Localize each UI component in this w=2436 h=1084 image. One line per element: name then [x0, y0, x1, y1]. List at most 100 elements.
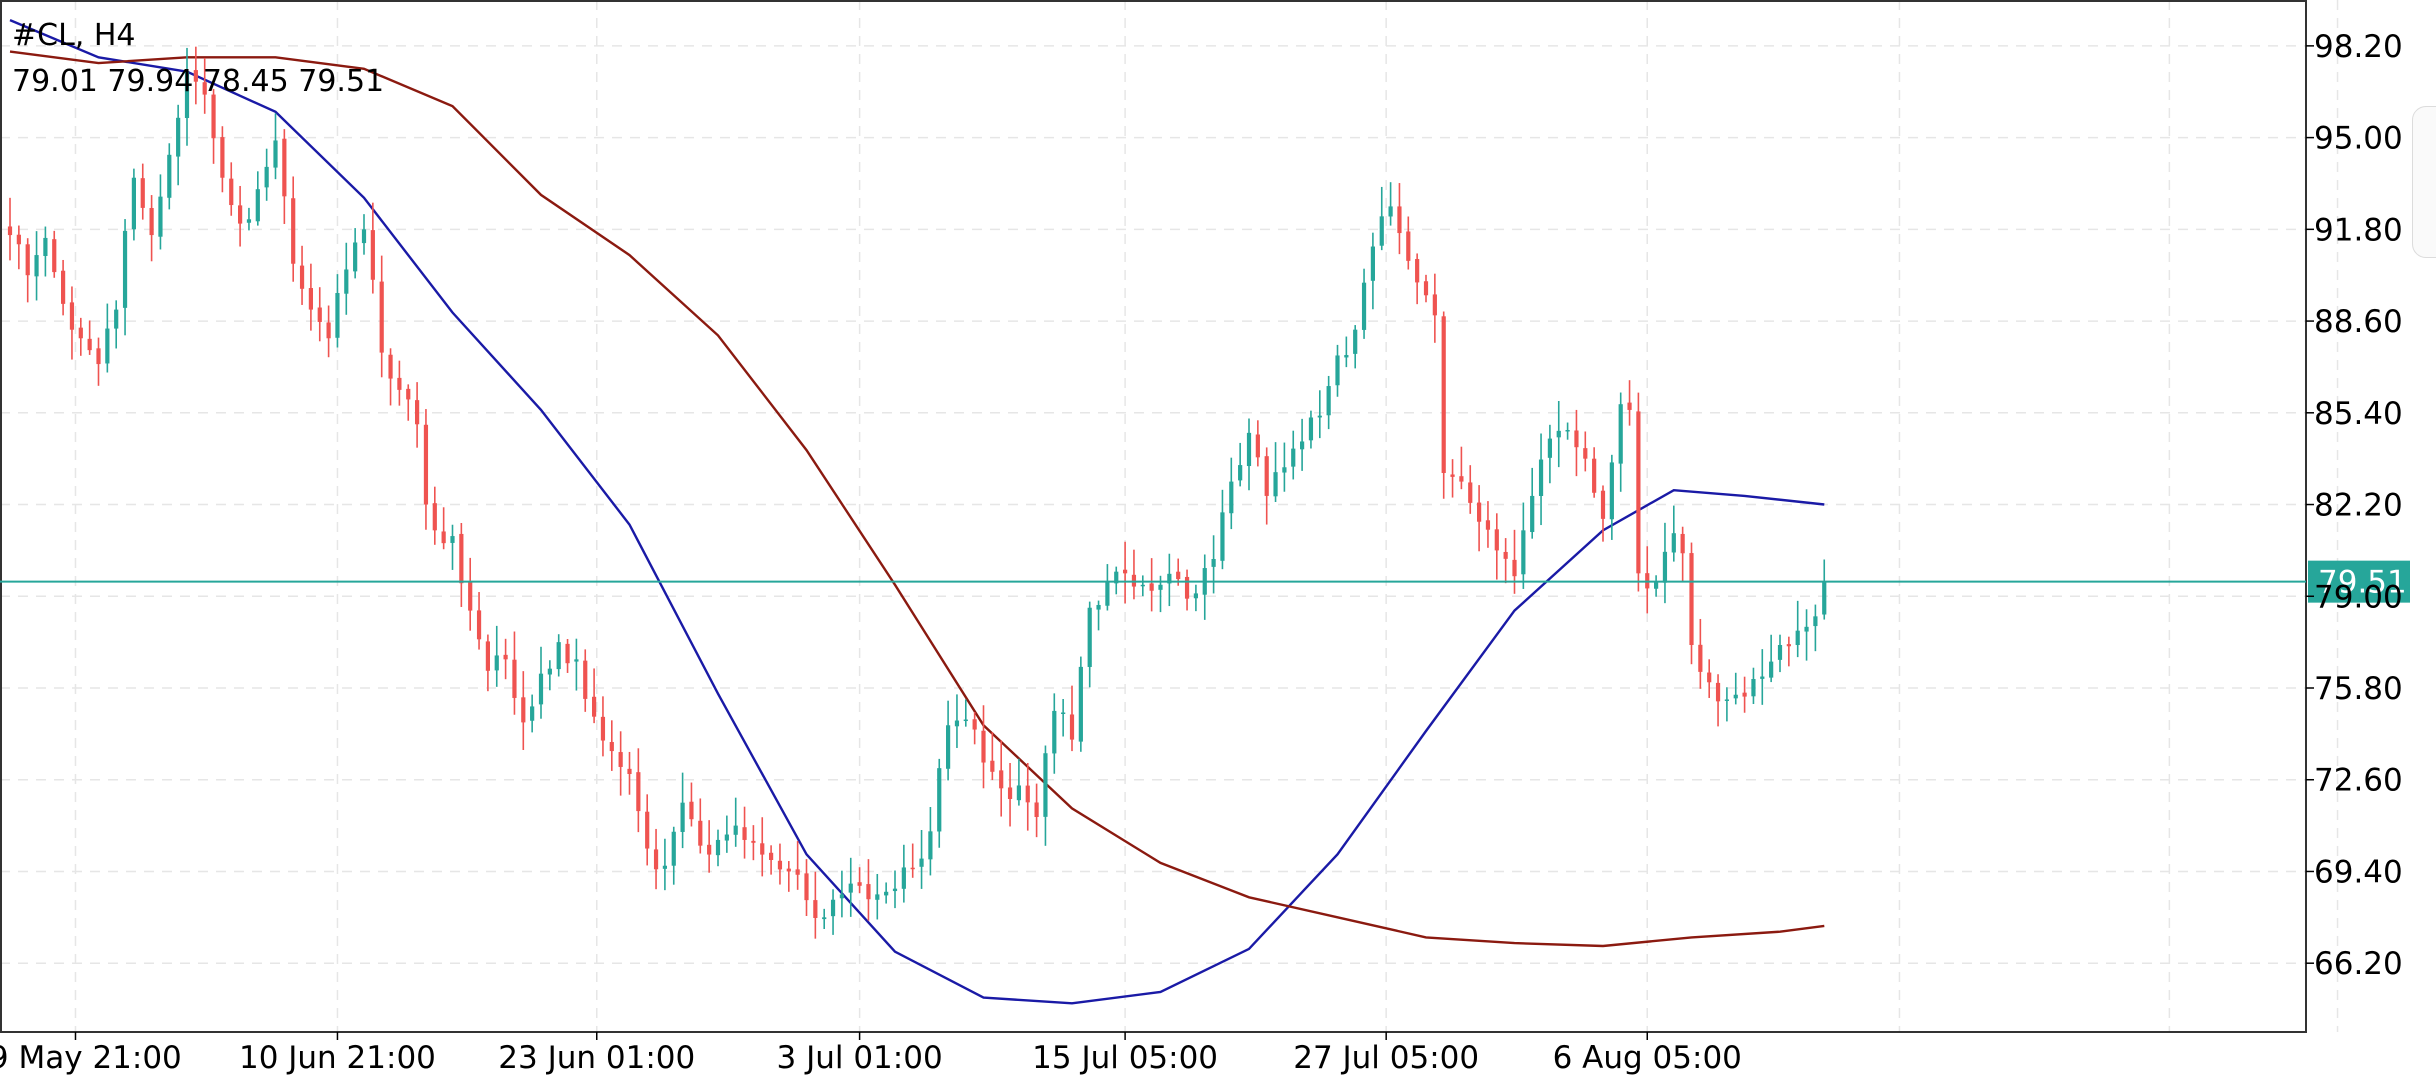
candle[interactable]	[176, 104, 181, 186]
candle[interactable]	[636, 748, 641, 833]
candle[interactable]	[140, 163, 145, 220]
candle[interactable]	[1069, 685, 1075, 752]
candle[interactable]	[804, 859, 809, 916]
candle[interactable]	[1043, 745, 1048, 846]
candle[interactable]	[114, 300, 119, 349]
candle[interactable]	[1680, 526, 1685, 582]
candle[interactable]	[317, 287, 322, 342]
candle[interactable]	[1503, 538, 1508, 584]
candle[interactable]	[1096, 600, 1101, 631]
candle[interactable]	[875, 873, 880, 920]
candle[interactable]	[34, 231, 39, 301]
candle[interactable]	[592, 668, 597, 724]
side-panel-handle[interactable]	[2412, 106, 2436, 258]
candle[interactable]	[1344, 336, 1349, 368]
candle[interactable]	[937, 758, 942, 848]
candle[interactable]	[25, 238, 30, 303]
candle[interactable]	[1140, 575, 1145, 597]
candle[interactable]	[1078, 656, 1083, 752]
candle[interactable]	[769, 845, 774, 875]
candle[interactable]	[361, 214, 367, 255]
candle[interactable]	[122, 219, 128, 336]
candle[interactable]	[680, 772, 685, 849]
candle[interactable]	[609, 720, 614, 771]
candle[interactable]	[1671, 505, 1676, 562]
candle[interactable]	[1769, 634, 1774, 683]
candle[interactable]	[715, 829, 721, 867]
candle[interactable]	[981, 705, 986, 789]
candle[interactable]	[760, 817, 765, 877]
candle[interactable]	[335, 274, 340, 348]
candle[interactable]	[1751, 667, 1756, 704]
candle[interactable]	[1795, 600, 1800, 658]
candle[interactable]	[1308, 410, 1314, 449]
candle[interactable]	[1388, 182, 1393, 226]
candle[interactable]	[795, 841, 800, 890]
candle[interactable]	[1609, 454, 1614, 540]
candle[interactable]	[538, 646, 544, 719]
candle[interactable]	[1167, 553, 1172, 607]
candle[interactable]	[246, 207, 252, 231]
candle[interactable]	[255, 171, 260, 226]
candle[interactable]	[1397, 183, 1402, 255]
candle[interactable]	[583, 649, 588, 712]
candle[interactable]	[1662, 522, 1668, 604]
candle[interactable]	[1804, 609, 1809, 661]
candle[interactable]	[1494, 513, 1499, 580]
candle[interactable]	[1583, 431, 1588, 472]
candle[interactable]	[751, 825, 756, 861]
candle[interactable]	[87, 320, 92, 355]
candle[interactable]	[1547, 424, 1552, 484]
candle[interactable]	[1645, 546, 1650, 614]
candle[interactable]	[1229, 457, 1234, 530]
candles[interactable]	[7, 46, 1827, 939]
candle[interactable]	[1326, 375, 1331, 430]
candle[interactable]	[1468, 465, 1473, 514]
candle[interactable]	[990, 732, 995, 781]
candle[interactable]	[158, 174, 163, 250]
candle[interactable]	[43, 226, 48, 277]
candle[interactable]	[193, 46, 198, 105]
candle[interactable]	[1317, 390, 1322, 439]
candle[interactable]	[370, 202, 375, 294]
candle[interactable]	[105, 303, 110, 373]
candle[interactable]	[1105, 564, 1110, 611]
candle[interactable]	[406, 384, 411, 421]
candle[interactable]	[671, 826, 676, 885]
candle[interactable]	[1370, 232, 1375, 310]
candle[interactable]	[733, 797, 738, 847]
candle[interactable]	[415, 382, 420, 448]
candle[interactable]	[485, 634, 490, 692]
candle[interactable]	[229, 162, 234, 216]
candle[interactable]	[689, 782, 694, 827]
candle[interactable]	[1618, 392, 1623, 492]
candle[interactable]	[1600, 485, 1606, 542]
candle[interactable]	[344, 242, 349, 315]
candle[interactable]	[1273, 442, 1278, 503]
candle[interactable]	[1149, 558, 1154, 612]
candle[interactable]	[521, 671, 526, 750]
candle[interactable]	[1291, 430, 1296, 480]
candle[interactable]	[574, 638, 579, 691]
candle[interactable]	[892, 870, 898, 909]
candle[interactable]	[299, 245, 305, 305]
candle[interactable]	[282, 129, 287, 224]
candle[interactable]	[600, 696, 606, 757]
candle[interactable]	[1282, 442, 1287, 492]
candle[interactable]	[1450, 459, 1455, 498]
candle[interactable]	[777, 843, 783, 885]
candle[interactable]	[61, 259, 66, 316]
candle[interactable]	[220, 126, 225, 193]
candle[interactable]	[1255, 420, 1260, 467]
candle[interactable]	[1538, 433, 1544, 526]
candle[interactable]	[1512, 529, 1517, 594]
candle[interactable]	[1131, 549, 1137, 600]
candle[interactable]	[52, 230, 57, 278]
candle[interactable]	[1432, 273, 1437, 343]
candle[interactable]	[786, 861, 791, 892]
candle[interactable]	[308, 263, 313, 331]
candle[interactable]	[707, 820, 712, 873]
candle[interactable]	[1300, 418, 1305, 471]
candle[interactable]	[830, 889, 836, 935]
